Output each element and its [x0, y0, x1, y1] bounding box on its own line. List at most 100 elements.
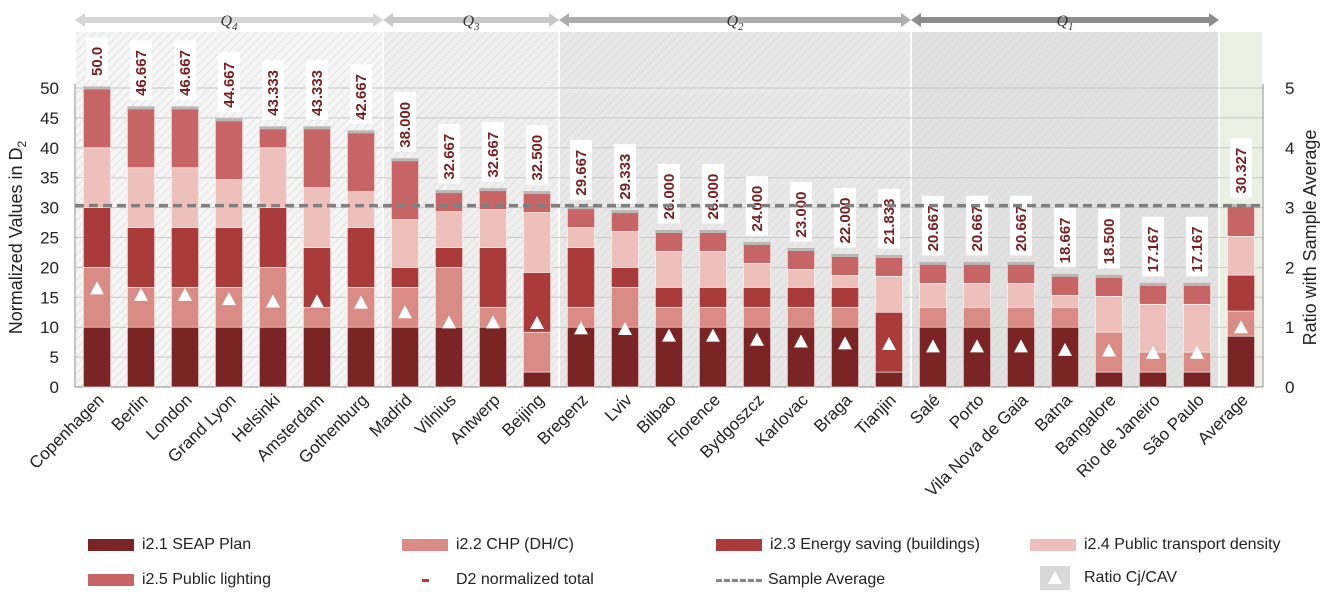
bar-segment	[171, 168, 198, 228]
total-label: 18.500	[1101, 218, 1118, 264]
total-label: 17.167	[1145, 226, 1162, 272]
bar-segment	[83, 208, 110, 268]
bar-segment	[611, 267, 638, 287]
y-tick-45: 45	[40, 109, 59, 128]
d2-stacked-bar-chart: Q4 Q3 Q2 Q105101520253035404550012345Normal…	[0, 0, 1328, 601]
bar-segment	[875, 372, 902, 387]
bar-segment	[743, 243, 770, 263]
bar-segment	[1139, 372, 1166, 387]
bar-segment	[391, 267, 418, 287]
bar-segment	[259, 128, 286, 148]
category-label: Madrid	[366, 390, 416, 440]
quartile-arrow-right-4	[373, 13, 383, 27]
bar-segment	[919, 263, 946, 283]
bar-segment	[1051, 327, 1078, 387]
category-label: Copenhagen	[26, 390, 108, 472]
total-label: 20.667	[969, 206, 986, 252]
total-label: 46.667	[133, 50, 150, 96]
bar-segment	[1183, 304, 1210, 352]
quartile-arrow-left-4	[75, 13, 85, 27]
y-tick-5: 5	[50, 348, 59, 367]
bar-segment	[127, 168, 154, 228]
total-label: 29.333	[617, 154, 634, 200]
bar-segment	[171, 228, 198, 288]
quartile-label-3: Q3	[462, 13, 480, 33]
bar-segment	[303, 307, 330, 327]
y2-tick-0: 0	[1285, 378, 1294, 397]
legend-swatch-average	[716, 579, 762, 582]
quartile-arrow-left-2	[559, 13, 569, 27]
bar-segment	[171, 108, 198, 168]
bar-segment	[1095, 276, 1122, 296]
bar-segment	[1051, 275, 1078, 295]
bar-segment	[699, 287, 726, 307]
y2-tick-2: 2	[1285, 258, 1294, 277]
bar-segment	[1139, 304, 1166, 352]
bar-segment	[1007, 327, 1034, 387]
y2-tick-5: 5	[1285, 79, 1294, 98]
total-label: 20.667	[925, 206, 942, 252]
total-label: 50.0	[89, 47, 106, 76]
bar-segment	[1095, 372, 1122, 387]
legend-item-chp: i2.2 CHP (DH/C)	[402, 536, 574, 554]
bar-segment	[831, 307, 858, 327]
legend-label-transport: i2.4 Public transport density	[1084, 536, 1281, 554]
y-tick-30: 30	[40, 199, 59, 218]
bar-segment	[303, 188, 330, 248]
bar-segment	[523, 193, 550, 213]
bar-segment	[347, 327, 374, 387]
bar-segment	[743, 263, 770, 287]
legend-swatch-lighting	[88, 574, 134, 586]
y-tick-15: 15	[40, 288, 59, 307]
bar-segment	[567, 327, 594, 387]
bar-segment	[699, 307, 726, 327]
bar-segment	[1227, 206, 1254, 237]
bar-segment	[831, 255, 858, 275]
bar-segment	[1007, 263, 1034, 283]
total-label: 30.327	[1233, 148, 1250, 194]
bar-segment	[1051, 295, 1078, 307]
bar-segment	[523, 372, 550, 387]
total-label: 44.667	[221, 62, 238, 108]
bar-segment	[787, 269, 814, 287]
bar-segment	[435, 212, 462, 248]
legend-label-energy: i2.3 Energy saving (buildings)	[770, 536, 980, 554]
bar-segment	[655, 251, 682, 287]
bar-segment	[1227, 336, 1254, 387]
bar-segment	[83, 327, 110, 387]
bar-segment	[435, 192, 462, 212]
bar-segment	[743, 307, 770, 327]
legend-swatch-seap	[88, 539, 134, 551]
quartile-label-2: Q2	[726, 13, 744, 33]
legend-item-energy: i2.3 Energy saving (buildings)	[716, 536, 980, 554]
y2-tick-1: 1	[1285, 318, 1294, 337]
category-label: Salé	[906, 390, 943, 427]
legend-swatch-chp	[402, 539, 448, 551]
total-label: 24.000	[749, 186, 766, 232]
total-label: 32.500	[529, 135, 546, 181]
bar-segment	[611, 327, 638, 387]
bar-segment	[567, 247, 594, 307]
total-label: 17.167	[1189, 226, 1206, 272]
bar-segment	[83, 148, 110, 208]
total-label: 42.667	[353, 74, 370, 120]
bar-segment	[567, 228, 594, 248]
bar-segment	[479, 210, 506, 248]
bar-segment	[259, 148, 286, 208]
bar-segment	[655, 287, 682, 307]
legend-swatch-transport	[1030, 539, 1076, 551]
bar-segment	[831, 287, 858, 307]
bar-segment	[171, 327, 198, 387]
bar-segment	[127, 228, 154, 288]
bar-segment	[963, 283, 990, 307]
total-label: 43.333	[309, 70, 326, 116]
bar-segment	[215, 180, 242, 228]
bar-segment	[787, 249, 814, 269]
bar-segment	[611, 287, 638, 327]
y-tick-10: 10	[40, 318, 59, 337]
bar-segment	[831, 275, 858, 287]
quartile-arrow-left-1	[911, 13, 921, 27]
bar-segment	[567, 208, 594, 228]
legend-item-ratio: Ratio Cj/CAV	[1040, 566, 1177, 590]
legend-label-seap: i2.1 SEAP Plan	[142, 536, 251, 554]
